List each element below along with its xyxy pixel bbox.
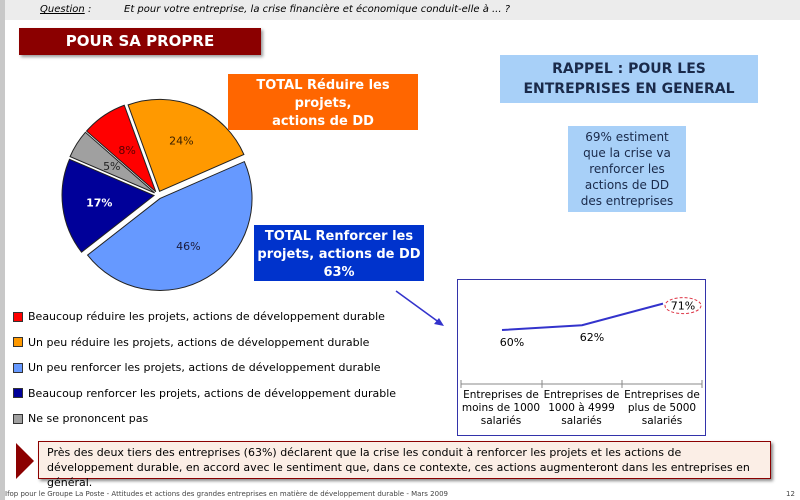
x-tick-label: moins de 1000 (462, 402, 540, 414)
legend-label: Beaucoup renforcer les projets, actions … (28, 386, 397, 400)
x-tick-label: salariés (561, 415, 601, 427)
note-arrow-icon (16, 443, 34, 479)
rappel-line1: RAPPEL : POUR LES (552, 61, 706, 77)
line-data-label: 60% (500, 336, 524, 349)
x-tick-label: Entreprises de (544, 389, 620, 401)
legend-item: Un peu réduire les projets, actions de d… (13, 336, 369, 349)
x-tick-label: 1000 à 4999 (548, 402, 615, 414)
pie-slice (69, 131, 155, 194)
pie-slice-label: 5% (103, 160, 120, 173)
pie-slice-label: 17% (86, 197, 112, 210)
legend-swatch (13, 362, 23, 373)
x-tick-label: plus de 5000 (628, 402, 696, 414)
legend-label: Beaucoup réduire les projets, actions de… (28, 310, 385, 323)
arrow-connector (395, 290, 444, 326)
pie-slice-label: 8% (118, 144, 135, 157)
line-data-label: 71% (671, 300, 695, 313)
estime-line: renforcer les (589, 162, 665, 176)
estime-line: actions de DD (584, 178, 670, 192)
rappel-line2: ENTREPRISES EN GENERAL (523, 81, 735, 97)
footer-text: Ifop pour le Groupe La Poste - Attitudes… (5, 490, 448, 498)
estime-line: 69% estiment (585, 130, 669, 144)
total-renforcer-line1: TOTAL Renforcer les (264, 229, 414, 244)
legend-item: Ne se prononcent pas (13, 412, 148, 425)
pie-slice (127, 98, 245, 192)
total-renforcer-box: TOTAL Renforcer les projets, actions de … (254, 225, 424, 281)
total-reduire-line2: actions de DD (272, 114, 374, 129)
legend-swatch (13, 388, 23, 398)
line-data-label: 62% (580, 331, 604, 344)
pie-slice-label: 46% (176, 240, 200, 253)
x-tick-label: salariés (481, 415, 521, 427)
left-border (0, 0, 5, 500)
pie-slice (86, 160, 253, 291)
legend-item: Un peu renforcer les projets, actions de… (13, 361, 381, 374)
highlight-ellipse (664, 297, 702, 315)
estime-line: que la crise va (583, 146, 671, 160)
legend-swatch (13, 413, 23, 424)
rappel-box: RAPPEL : POUR LES ENTREPRISES EN GENERAL (500, 55, 758, 103)
legend-swatch (13, 337, 23, 347)
conclusion-note: Près des deux tiers des entreprises (63%… (38, 441, 771, 489)
pie-chart: 24% 46% 17% 5% 8% (61, 98, 253, 291)
legend-item: Beaucoup réduire les projets, actions de… (13, 310, 385, 323)
line-chart-box: 60% 62% 71% Entreprises de moins de 1000 sala… (457, 279, 706, 436)
legend-item: Beaucoup renforcer les projets, actions … (13, 387, 396, 400)
x-tick-label: Entreprises de (624, 389, 700, 401)
total-renforcer-line2: projets, actions de DD (257, 247, 421, 262)
question-label: Question (40, 4, 85, 15)
estime-line: des entreprises (580, 194, 674, 208)
total-reduire-value: 32% (307, 132, 339, 147)
total-renforcer-value: 63% (323, 265, 355, 280)
question-colon: : (88, 4, 92, 15)
x-tick-label: Entreprises de (463, 389, 539, 401)
question-bar (5, 0, 800, 20)
legend-label: Un peu réduire les projets, actions de d… (28, 335, 370, 349)
legend-label: Ne se prononcent pas (28, 412, 149, 425)
total-reduire-box: TOTAL Réduire les projets, actions de DD… (228, 74, 418, 147)
pie-slice-label: 24% (169, 135, 193, 148)
section-title: POUR SA PROPRE ENTREPRISE (19, 28, 261, 77)
legend-label: Un peu renforcer les projets, actions de… (28, 361, 381, 374)
x-tick-label: salariés (642, 415, 682, 427)
legend-swatch (13, 311, 23, 322)
estime-box: 69% estiment que la crise va renforcer l… (568, 126, 686, 212)
total-reduire-line1: TOTAL Réduire les projets, (256, 78, 390, 111)
question-text: Et pour votre entreprise, la crise finan… (124, 4, 511, 15)
line-series (501, 302, 664, 331)
page-number: 12 (786, 490, 795, 498)
pie-slice (85, 104, 157, 193)
pie-slice (61, 158, 156, 253)
